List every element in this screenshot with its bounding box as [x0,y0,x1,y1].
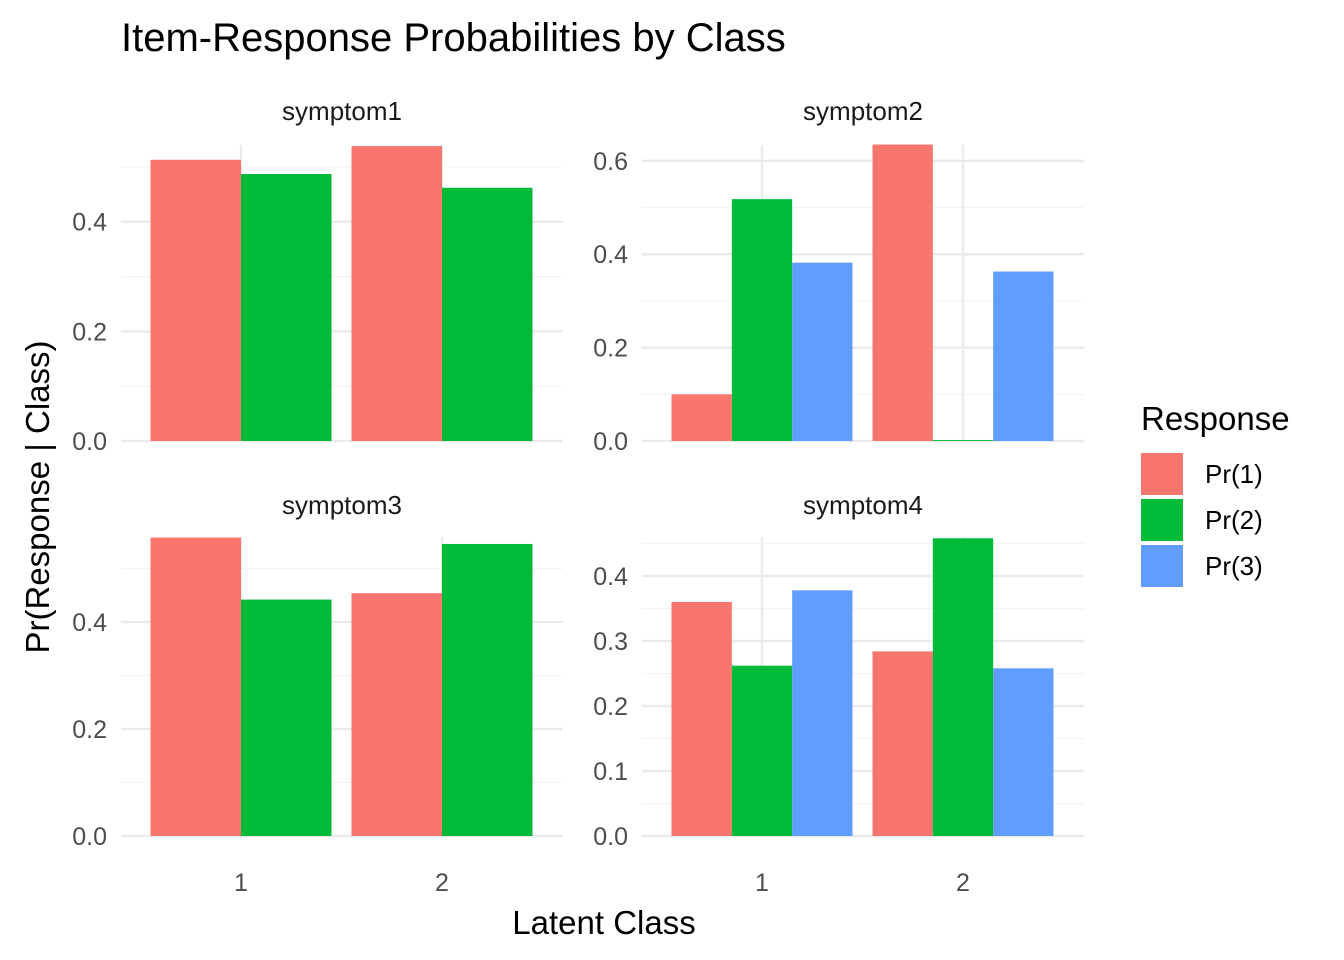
facet-label: symptom2 [803,96,923,126]
bar-symptom3-class2-Pr(1) [351,593,442,836]
bar-symptom3-class1-Pr(2) [241,599,332,836]
legend: Response Pr(1) Pr(2) Pr(3) [1141,400,1290,587]
y-tick-label: 0.0 [593,428,628,456]
bar-symptom4-class1-Pr(2) [731,665,793,836]
y-tick-label: 0.0 [593,823,628,851]
bar-symptom2-class1-Pr(1) [671,394,732,441]
bar-symptom4-class2-Pr(2) [932,538,994,836]
panels: 0.00.20.4symptom10.00.20.40.6symptom20.0… [72,96,1084,897]
legend-title: Response [1141,400,1290,437]
bar-symptom3-class2-Pr(2) [442,543,533,836]
bar-symptom2-class2-Pr(2) [932,440,994,441]
y-axis-title: Pr(Response | Class) [19,340,56,653]
x-tick-label: 1 [234,869,248,897]
bar-symptom3-class1-Pr(1) [150,537,241,836]
bar-symptom4-class2-Pr(3) [993,668,1054,836]
panel-symptom2: 0.0 0.2 0.4 0.6 symptom2 [593,96,1084,456]
bar-symptom2-class1-Pr(3) [792,262,853,441]
legend-key-Pr(2) [1141,499,1183,541]
facet-label: symptom1 [282,96,402,126]
bar-symptom1-class2-Pr(1) [351,146,442,441]
x-tick-label: 2 [956,869,970,897]
x-tick-label: 2 [435,869,449,897]
y-tick-label: 0.4 [72,209,107,237]
legend-key-Pr(3) [1141,545,1183,587]
panel-symptom4: 0.0 0.1 0.2 0.3 0.4 symptom4 1 2 [593,490,1084,897]
bar-symptom4-class2-Pr(1) [872,651,933,836]
legend-label: Pr(1) [1205,459,1263,489]
bar-symptom4-class1-Pr(1) [671,602,732,836]
chart-title: Item-Response Probabilities by Class [121,16,786,60]
bar-symptom1-class2-Pr(2) [442,187,533,441]
facet-label: symptom4 [803,490,923,520]
bar-symptom1-class1-Pr(2) [241,174,332,441]
panel-symptom3: 0.0 0.2 0.4 symptom3 1 2 [72,490,563,897]
y-tick-label: 0.0 [72,823,107,851]
y-tick-label: 0.3 [593,628,628,656]
legend-label: Pr(3) [1205,551,1263,581]
y-tick-label: 0.2 [72,318,107,346]
y-tick-label: 0.2 [593,693,628,721]
y-tick-label: 0.6 [593,148,628,176]
x-axis-title: Latent Class [512,904,695,941]
bar-symptom2-class1-Pr(2) [731,199,793,441]
bar-symptom1-class1-Pr(1) [150,159,241,442]
legend-key-Pr(1) [1141,453,1183,495]
y-tick-label: 0.4 [593,241,628,269]
bar-symptom4-class1-Pr(3) [792,590,853,836]
y-tick-label: 0.2 [593,335,628,363]
y-tick-label: 0.1 [593,758,628,786]
legend-label: Pr(2) [1205,505,1263,535]
y-tick-label: 0.0 [72,428,107,456]
bar-symptom2-class2-Pr(3) [993,271,1054,441]
y-tick-label: 0.2 [72,716,107,744]
x-tick-label: 1 [755,869,769,897]
bar-symptom2-class2-Pr(1) [872,144,933,441]
y-tick-label: 0.4 [593,563,628,591]
panel-symptom1: 0.0 0.2 0.4 symptom1 [72,96,563,456]
facet-label: symptom3 [282,490,402,520]
y-tick-label: 0.4 [72,609,107,637]
